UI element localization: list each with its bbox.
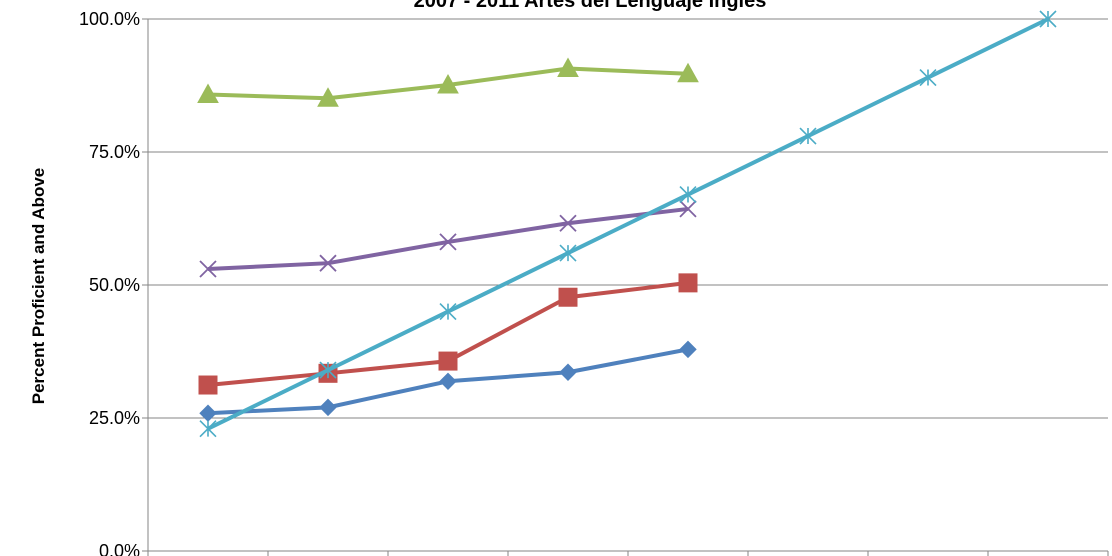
y-tick-label: 25.0% — [89, 408, 140, 428]
series-group — [199, 340, 697, 422]
data-point-marker — [679, 200, 697, 218]
data-point-marker — [559, 363, 577, 381]
data-point-marker — [799, 127, 817, 145]
data-point-marker — [559, 214, 577, 232]
data-point-marker — [439, 233, 457, 251]
y-tick-label: 100.0% — [79, 9, 140, 29]
series-line — [207, 17, 1049, 431]
data-point-marker — [919, 68, 937, 87]
data-point-marker — [559, 244, 577, 262]
axis-layer: 0.0% 25.0% 50.0% 75.0% 100.0% — [79, 9, 1109, 556]
y-tick-label: 0.0% — [99, 541, 140, 556]
data-point-marker — [438, 351, 458, 371]
series-group — [197, 57, 699, 107]
data-point-marker — [199, 420, 217, 438]
data-point-marker — [679, 185, 697, 204]
data-point-marker — [437, 73, 459, 94]
data-point-marker — [317, 87, 339, 107]
y-tick-label: 75.0% — [89, 142, 140, 162]
data-point-marker — [198, 375, 218, 395]
data-point-marker — [679, 340, 697, 359]
chart-title: 2007 - 2011 Artes del Lenguaje Inglés — [414, 0, 767, 12]
data-point-marker — [558, 287, 578, 307]
data-point-marker — [557, 57, 579, 77]
data-point-marker — [319, 398, 337, 417]
data-point-marker — [319, 361, 337, 379]
y-tick-label: 50.0% — [89, 275, 140, 295]
series-group — [199, 10, 1057, 438]
data-point-marker — [199, 260, 217, 278]
data-point-marker — [678, 273, 698, 293]
series-line — [207, 206, 689, 272]
data-point-marker — [1039, 10, 1057, 28]
data-point-marker — [439, 303, 457, 321]
data-point-marker — [319, 254, 337, 272]
series-layer — [197, 10, 1057, 438]
y-axis-title: Percent Proficient and Above — [29, 168, 48, 404]
data-point-marker — [199, 404, 217, 422]
data-point-marker — [197, 83, 219, 104]
data-point-marker — [677, 62, 699, 83]
series-group — [199, 200, 697, 278]
data-point-marker — [439, 372, 457, 390]
